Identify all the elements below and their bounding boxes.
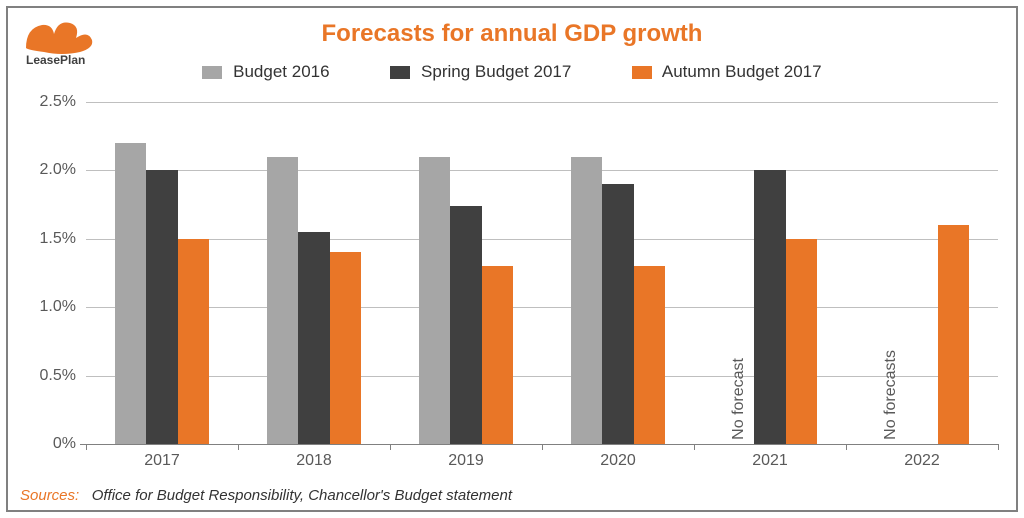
gridline bbox=[86, 102, 998, 103]
chart-frame: LeasePlan Forecasts for annual GDP growt… bbox=[6, 6, 1018, 512]
bar bbox=[330, 252, 361, 444]
gridline bbox=[86, 170, 998, 171]
x-tick-label: 2021 bbox=[752, 452, 788, 470]
sources-label: Sources: bbox=[20, 487, 79, 504]
bar bbox=[482, 266, 513, 444]
x-tick bbox=[238, 444, 239, 450]
no-forecast-annotation: No forecast bbox=[730, 358, 748, 440]
bar bbox=[298, 232, 329, 444]
y-tick-label: 1.0% bbox=[40, 298, 76, 316]
legend-swatch bbox=[390, 66, 410, 79]
legend-label: Budget 2016 bbox=[233, 62, 329, 81]
gridline bbox=[86, 239, 998, 240]
gridline bbox=[86, 307, 998, 308]
bar bbox=[115, 143, 146, 444]
bar bbox=[602, 184, 633, 444]
x-tick-label: 2018 bbox=[296, 452, 332, 470]
bar bbox=[634, 266, 665, 444]
chart-title: Forecasts for annual GDP growth bbox=[8, 20, 1016, 48]
x-tick-label: 2020 bbox=[600, 452, 636, 470]
legend-swatch bbox=[202, 66, 222, 79]
legend-item-autumn-budget-2017: Autumn Budget 2017 bbox=[632, 62, 822, 82]
x-tick bbox=[998, 444, 999, 450]
y-tick-label: 1.5% bbox=[40, 230, 76, 248]
legend-label: Autumn Budget 2017 bbox=[662, 62, 822, 81]
bar bbox=[267, 157, 298, 444]
x-axis-baseline bbox=[80, 444, 998, 445]
y-tick-label: 0.5% bbox=[40, 367, 76, 385]
bar bbox=[146, 170, 177, 444]
gridline bbox=[86, 376, 998, 377]
bar bbox=[571, 157, 602, 444]
bar bbox=[754, 170, 785, 444]
bar bbox=[178, 239, 209, 444]
x-tick bbox=[390, 444, 391, 450]
x-tick bbox=[694, 444, 695, 450]
legend: Budget 2016 Spring Budget 2017 Autumn Bu… bbox=[8, 62, 1016, 82]
bar bbox=[450, 206, 481, 444]
plot-area: 0%0.5%1.0%1.5%2.0%2.5%201720182019202020… bbox=[86, 102, 998, 444]
x-tick bbox=[542, 444, 543, 450]
x-tick bbox=[86, 444, 87, 450]
x-tick bbox=[846, 444, 847, 450]
legend-item-spring-budget-2017: Spring Budget 2017 bbox=[390, 62, 571, 82]
legend-item-budget-2016: Budget 2016 bbox=[202, 62, 329, 82]
bar bbox=[938, 225, 969, 444]
bar bbox=[419, 157, 450, 444]
sources-text: Office for Budget Responsibility, Chance… bbox=[92, 487, 512, 504]
legend-swatch bbox=[632, 66, 652, 79]
x-tick-label: 2022 bbox=[904, 452, 940, 470]
y-tick-label: 2.5% bbox=[40, 93, 76, 111]
x-tick-label: 2017 bbox=[144, 452, 180, 470]
y-tick-label: 2.0% bbox=[40, 161, 76, 179]
bar bbox=[786, 239, 817, 444]
y-tick-label: 0% bbox=[53, 435, 76, 453]
no-forecast-annotation: No forecasts bbox=[882, 350, 900, 440]
x-tick-label: 2019 bbox=[448, 452, 484, 470]
sources-line: Sources: Office for Budget Responsibilit… bbox=[20, 487, 512, 504]
legend-label: Spring Budget 2017 bbox=[421, 62, 571, 81]
